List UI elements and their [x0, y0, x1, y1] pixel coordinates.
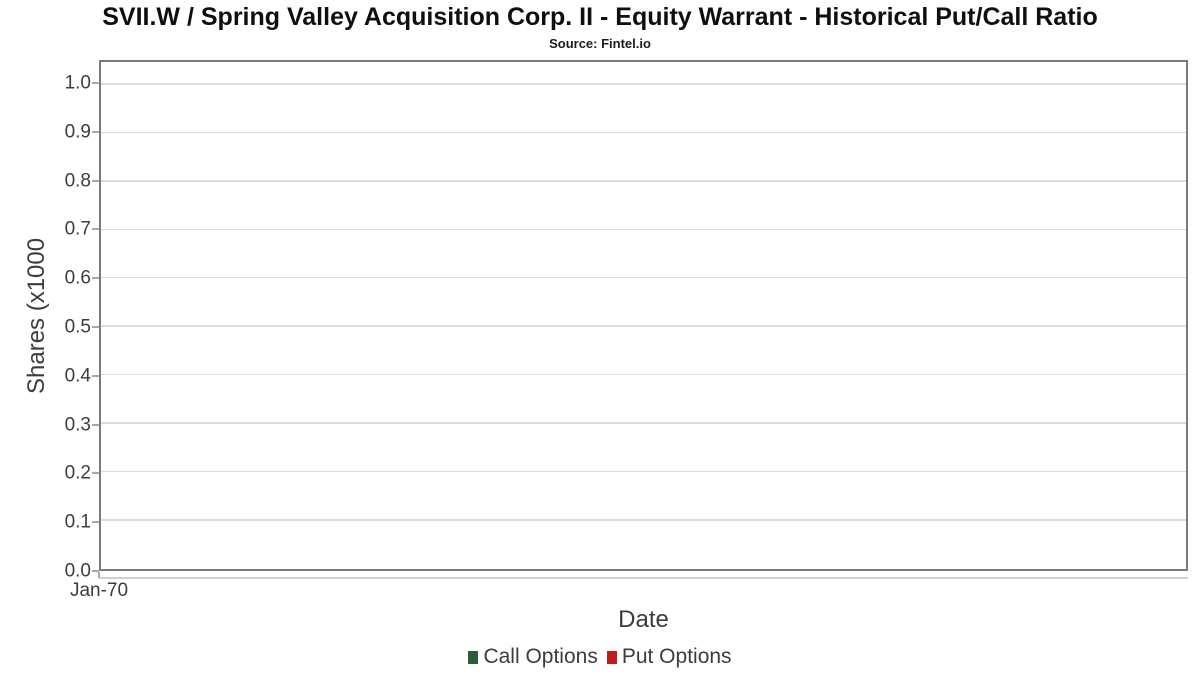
gridline [101, 228, 1186, 231]
chart-title: SVII.W / Spring Valley Acquisition Corp.… [102, 3, 1098, 31]
y-tick-label: 0.9 [64, 121, 91, 143]
y-tick-mark [92, 325, 99, 328]
y-tick-mark [92, 228, 99, 231]
y-tick-label: 0.0 [64, 560, 91, 582]
y-tick-label: 0.5 [64, 316, 91, 338]
x-axis-tick-mark [98, 572, 100, 578]
y-axis-tick-labels: 0.0 0.1 0.2 0.3 0.4 0.5 0.6 0.7 0.8 0.9 1.0 [0, 60, 91, 580]
legend-item-put-options[interactable]: Put Options [606, 645, 732, 669]
gridline [101, 276, 1186, 279]
gridline [101, 422, 1186, 424]
y-tick-label: 0.2 [64, 462, 91, 484]
gridline [101, 83, 1186, 85]
call-options-marker-icon [468, 650, 479, 664]
y-tick-label: 0.3 [64, 414, 91, 436]
plot-area [99, 60, 1188, 571]
gridline [101, 325, 1186, 327]
gridline [101, 519, 1186, 521]
y-tick-mark [92, 130, 99, 133]
y-tick-label: 0.7 [64, 218, 91, 240]
x-axis-title: Date [618, 606, 669, 633]
legend-label-put-options: Put Options [621, 645, 732, 668]
y-tick-mark [92, 277, 99, 280]
chart-source-subtitle: Source: Fintel.io [549, 36, 651, 51]
y-tick-mark [92, 521, 99, 524]
x-axis-line [99, 577, 1188, 579]
legend-item-call-options[interactable]: Call Options [468, 645, 598, 669]
gridline [101, 373, 1186, 376]
y-tick-label: 0.4 [64, 365, 91, 387]
x-axis-tick-label: Jan-70 [69, 580, 129, 601]
y-tick-mark [92, 81, 99, 84]
put-options-marker-icon [606, 650, 617, 664]
y-tick-mark [92, 570, 99, 572]
y-tick-mark [92, 423, 99, 426]
y-tick-mark [92, 179, 99, 182]
y-tick-label: 0.1 [64, 511, 91, 533]
y-tick-mark [92, 472, 99, 475]
y-tick-label: 0.8 [64, 170, 91, 192]
y-tick-label: 1.0 [64, 72, 91, 94]
y-axis-tick-marks [92, 60, 99, 572]
gridline [101, 470, 1186, 473]
gridline [101, 131, 1186, 134]
chart-legend: Call Options Put Options [0, 645, 1200, 669]
y-tick-mark [92, 374, 99, 377]
legend-label-call-options: Call Options [483, 645, 598, 668]
gridline [101, 180, 1186, 182]
y-tick-label: 0.6 [64, 267, 91, 289]
